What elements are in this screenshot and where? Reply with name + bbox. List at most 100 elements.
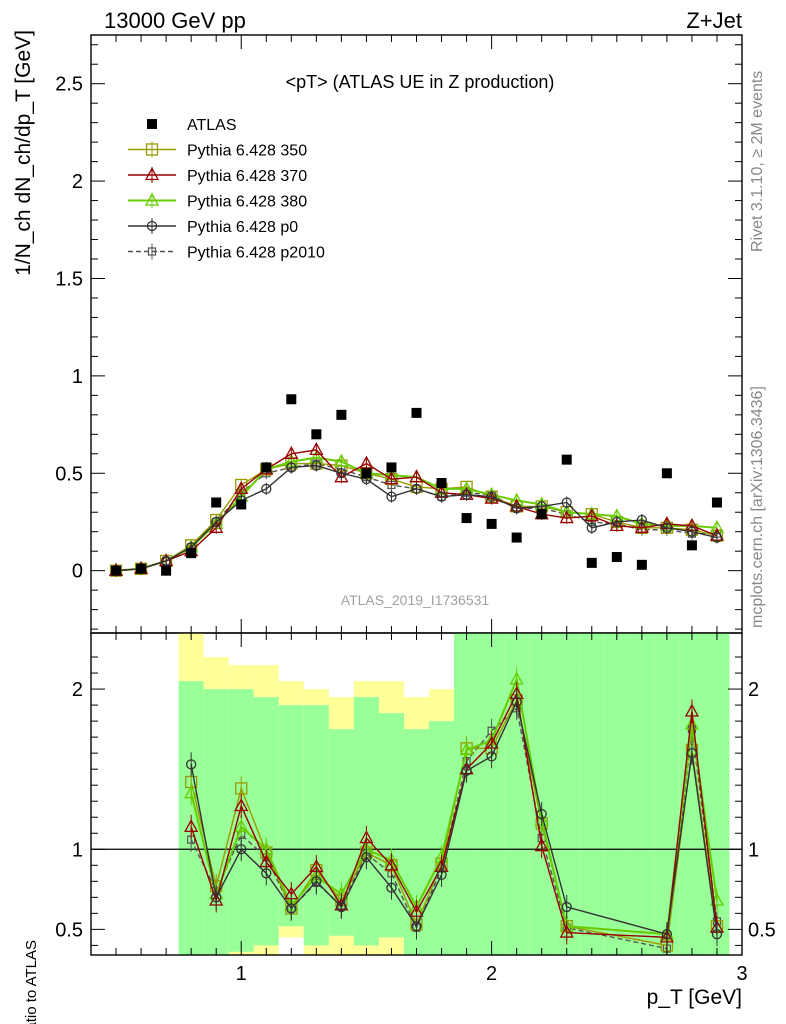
data-point bbox=[661, 522, 673, 533]
uncertainty-band-inner bbox=[253, 697, 279, 946]
data-point bbox=[184, 818, 199, 832]
data-point bbox=[536, 808, 547, 820]
data-point bbox=[386, 462, 397, 473]
data-point bbox=[611, 552, 622, 563]
data-point bbox=[686, 526, 698, 537]
legend-marker bbox=[144, 192, 160, 206]
y-tick-label: 0 bbox=[72, 561, 83, 583]
data-point bbox=[160, 555, 172, 567]
data-point bbox=[309, 442, 324, 456]
uncertainty-band-inner bbox=[454, 633, 480, 955]
data-point bbox=[261, 483, 272, 495]
data-point bbox=[634, 519, 649, 533]
data-point bbox=[459, 742, 474, 756]
data-point bbox=[636, 559, 647, 570]
data-point bbox=[711, 497, 722, 508]
data-point bbox=[211, 892, 222, 903]
ratio-series-pythia-6-428-p0 bbox=[186, 689, 723, 947]
data-point bbox=[534, 838, 549, 852]
series-pythia-6-428-370 bbox=[108, 442, 725, 577]
data-point bbox=[359, 455, 374, 469]
data-point bbox=[234, 798, 249, 812]
uncertainty-band-inner bbox=[303, 705, 329, 946]
data-point bbox=[111, 565, 122, 576]
x-tick-label: 1 bbox=[236, 963, 247, 985]
data-point bbox=[536, 509, 547, 520]
series-line-pythia-6-428-370 bbox=[115, 449, 718, 572]
uncertainty-band-inner bbox=[203, 689, 229, 955]
analysis-watermark: ATLAS_2019_I1736531 bbox=[341, 592, 490, 608]
legend-marker bbox=[144, 167, 160, 181]
legend-item-pythia-6-428-350: Pythia 6.428 350 bbox=[128, 141, 307, 160]
x-tick-label: 2 bbox=[486, 963, 497, 985]
data-point bbox=[559, 510, 574, 524]
data-point bbox=[235, 782, 248, 795]
data-point bbox=[236, 844, 247, 855]
data-point bbox=[409, 469, 424, 483]
data-point bbox=[511, 532, 522, 543]
data-point bbox=[636, 514, 647, 526]
data-point bbox=[584, 508, 599, 522]
data-point bbox=[686, 540, 697, 551]
ratio-bands bbox=[178, 633, 730, 955]
data-point bbox=[511, 503, 522, 514]
data-point bbox=[711, 532, 723, 543]
y-tick-label: 0.5 bbox=[55, 919, 83, 941]
legend-marker bbox=[146, 220, 158, 232]
main-panel: 0 0.5 1 1.5 2 2.5 bbox=[55, 34, 743, 634]
legend-item-atlas: ATLAS bbox=[147, 117, 237, 134]
data-point bbox=[286, 394, 297, 405]
y-tick-label: 1.5 bbox=[55, 268, 83, 290]
legend-marker bbox=[147, 247, 157, 256]
data-point bbox=[586, 522, 597, 533]
legend-item-pythia-6-428-p2010: Pythia 6.428 p2010 bbox=[128, 243, 325, 262]
legend-marker bbox=[145, 143, 159, 156]
legend-label: ATLAS bbox=[187, 117, 237, 134]
data-point bbox=[284, 445, 299, 459]
data-point bbox=[461, 489, 472, 500]
legend-label: Pythia 6.428 p2010 bbox=[187, 245, 325, 262]
y-tick-label: 2.5 bbox=[55, 74, 83, 96]
data-point bbox=[361, 852, 372, 863]
data-point bbox=[661, 468, 672, 479]
series-atlas bbox=[111, 394, 722, 576]
data-point bbox=[261, 462, 272, 473]
x-tick-label: 3 bbox=[736, 963, 747, 985]
y-tick-label: 1 bbox=[72, 839, 83, 861]
legend-item-pythia-6-428-p0: Pythia 6.428 p0 bbox=[128, 218, 298, 236]
data-point bbox=[184, 785, 199, 799]
data-point bbox=[611, 516, 622, 528]
data-point bbox=[559, 924, 574, 938]
data-point bbox=[461, 765, 472, 776]
uncertainty-band-inner bbox=[579, 633, 605, 955]
data-point bbox=[384, 471, 399, 485]
data-point bbox=[486, 491, 497, 502]
data-point bbox=[186, 759, 197, 770]
y-tick-label-right: 2 bbox=[748, 679, 759, 701]
data-point bbox=[386, 491, 397, 502]
data-point bbox=[311, 460, 322, 471]
ratio-panel: 1 2 30.5 0.51 12 2 bbox=[55, 632, 776, 985]
uncertainty-band-inner bbox=[629, 633, 655, 955]
uncertainty-band-inner bbox=[353, 697, 379, 946]
data-point bbox=[336, 409, 347, 420]
y-tick-label: 2 bbox=[72, 679, 83, 701]
data-point bbox=[186, 548, 197, 559]
data-point bbox=[486, 751, 497, 762]
data-point bbox=[136, 563, 147, 574]
data-point bbox=[411, 483, 422, 495]
y-tick-label: 0.5 bbox=[55, 463, 83, 485]
data-point bbox=[236, 499, 247, 510]
data-point bbox=[234, 480, 249, 495]
legend-label: Pythia 6.428 350 bbox=[187, 143, 307, 160]
legend-label: Pythia 6.428 380 bbox=[187, 194, 307, 211]
header-left: 13000 GeV pp bbox=[104, 8, 246, 33]
data-point bbox=[261, 868, 272, 879]
data-point bbox=[511, 696, 522, 708]
legend-label: Pythia 6.428 370 bbox=[187, 168, 307, 185]
legend-marker bbox=[147, 119, 157, 129]
data-point bbox=[286, 462, 297, 473]
legend-item-pythia-6-428-380: Pythia 6.428 380 bbox=[128, 192, 307, 211]
rivet-label: Rivet 3.1.10, ≥ 2M events bbox=[749, 71, 766, 252]
uncertainty-band-inner bbox=[378, 713, 404, 938]
